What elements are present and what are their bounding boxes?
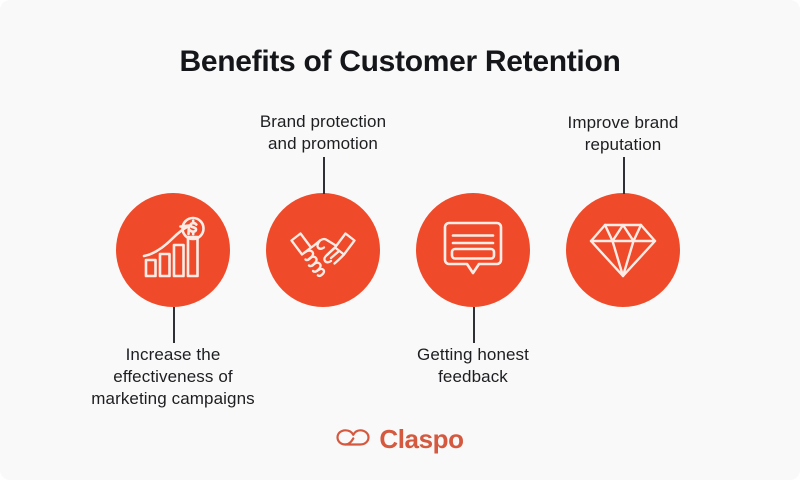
- diamond-icon: [588, 219, 658, 281]
- label-line: Increase the: [125, 345, 221, 364]
- connector-line-1: [172, 307, 175, 343]
- benefit-label-1: Increase the effectiveness of marketing …: [43, 344, 303, 410]
- benefit-item-2: Brand protection and promotion: [193, 0, 453, 480]
- connector-line-4: [622, 157, 625, 194]
- icon-circle-4: [566, 193, 680, 307]
- label-line: Improve brand: [567, 113, 679, 132]
- benefit-label-4: Improve brand reputation: [493, 112, 753, 156]
- page-title: Benefits of Customer Retention: [179, 45, 621, 78]
- benefit-item-3: Getting honest feedback: [343, 0, 603, 480]
- benefit-item-1: Increase the effectiveness of marketing …: [43, 0, 303, 480]
- label-line: Getting honest: [417, 345, 529, 364]
- icon-circle-2: [266, 193, 380, 307]
- benefit-label-3: Getting honest feedback: [343, 344, 603, 388]
- label-line: effectiveness of: [113, 367, 233, 386]
- speech-bubble-icon: [438, 219, 508, 281]
- connector-line-3: [472, 307, 475, 343]
- handshake-icon: [287, 220, 359, 280]
- growth-chart-dollar-icon: [139, 216, 207, 284]
- benefit-item-4: Improve brand reputation: [493, 0, 753, 480]
- label-line: Brand protection: [259, 112, 387, 131]
- icon-circle-1: [116, 193, 230, 307]
- cloud-icon: [336, 425, 370, 452]
- label-line: marketing campaigns: [91, 389, 255, 408]
- claspo-logo: Claspo: [0, 425, 800, 452]
- label-line: and promotion: [268, 134, 378, 153]
- claspo-wordmark: Claspo: [379, 423, 464, 454]
- label-line: feedback: [438, 367, 508, 386]
- icon-circle-3: [416, 193, 530, 307]
- label-line: reputation: [584, 135, 662, 154]
- benefit-label-2: Brand protection and promotion: [193, 111, 453, 155]
- connector-line-2: [322, 157, 325, 194]
